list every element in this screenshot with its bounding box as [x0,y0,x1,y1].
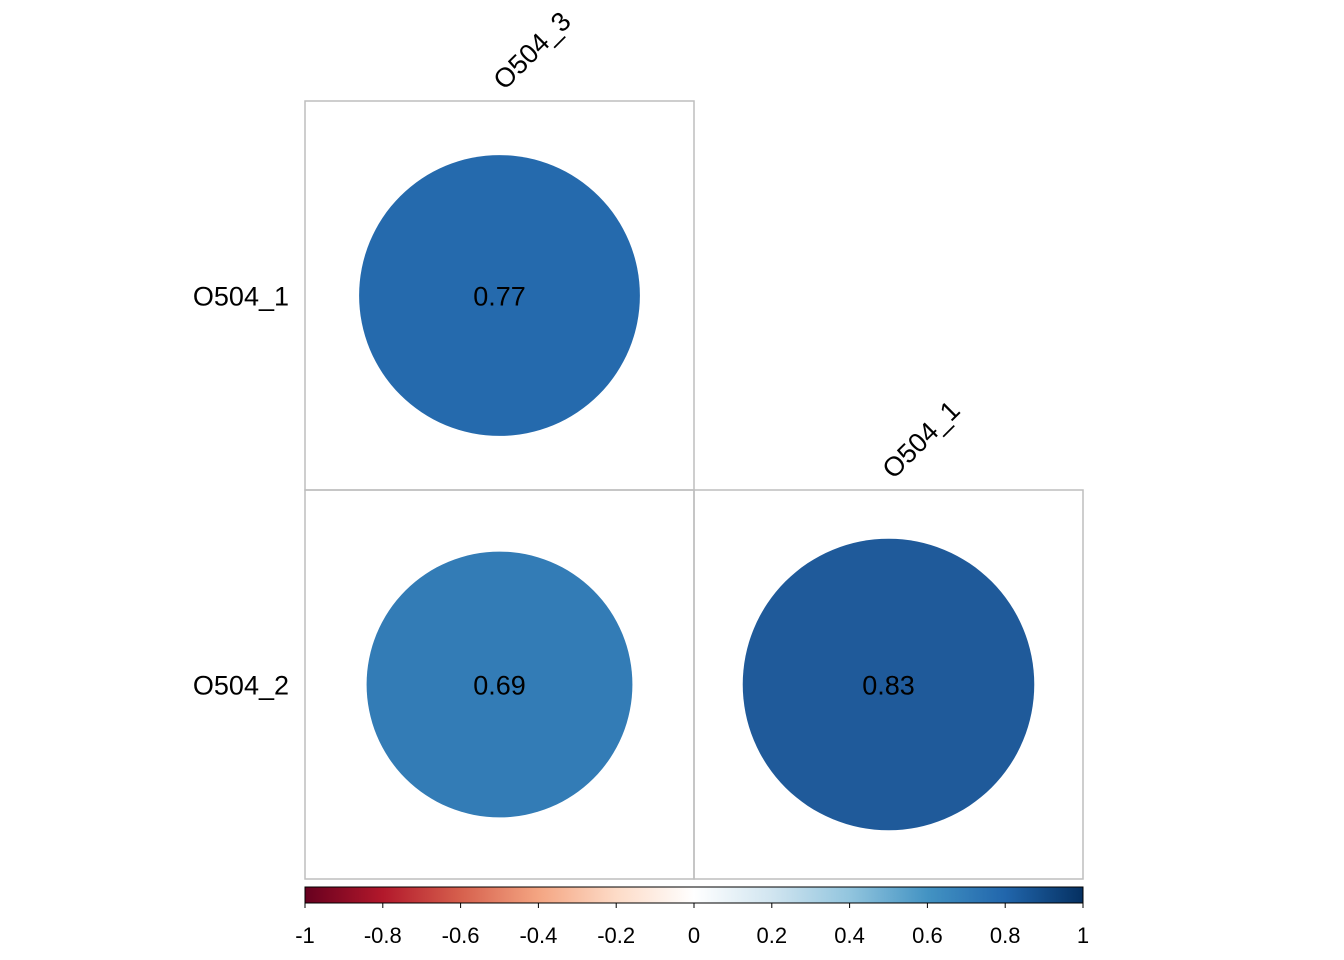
colorbar-tick-label: -0.2 [597,923,635,948]
colorbar-tick-label: -0.8 [364,923,402,948]
colorbar-tick-label: -1 [295,923,315,948]
color-legend: -1 -0.8 -0.6 -0.4 -0.2 0 0.2 0.4 0.6 0.8 1 [295,886,1089,948]
colorbar-tick-label: 0.6 [912,923,943,948]
cell-value-label: 0.83 [862,671,915,701]
cell-value-label: 0.69 [473,671,526,701]
correlation-circle [742,538,1035,831]
correlation-cell: 0.77 [304,100,695,491]
cell-border [693,489,1084,880]
colorbar-tick-label: 0.4 [834,923,865,948]
correlation-cell: 0.83 [693,489,1084,880]
correlation-circle [366,551,633,818]
colorbar-tick-label: -0.4 [519,923,557,948]
cell-value-label: 0.77 [473,282,526,312]
row-label: O504_1 [193,282,289,312]
colorbar-tick-label: 0.2 [757,923,788,948]
column-label: O504_3 [488,6,577,95]
colorbar-tick-label: -0.6 [442,923,480,948]
colorbar-gradient [304,886,1084,904]
row-label: O504_2 [193,671,289,701]
correlation-circle [359,155,640,436]
colorbar-tick-label: 0.8 [990,923,1021,948]
colorbar-tick-label: 1 [1077,923,1089,948]
column-label: O504_1 [877,395,966,484]
colorbar-tick-label: 0 [688,923,700,948]
correlation-cell: 0.69 [304,489,695,880]
correlation-cells: 0.77 0.69 0.83 [304,100,1084,880]
